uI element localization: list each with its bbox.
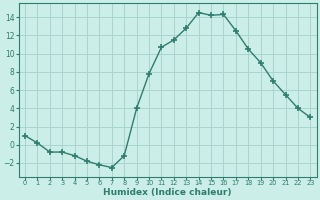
X-axis label: Humidex (Indice chaleur): Humidex (Indice chaleur) xyxy=(103,188,232,197)
